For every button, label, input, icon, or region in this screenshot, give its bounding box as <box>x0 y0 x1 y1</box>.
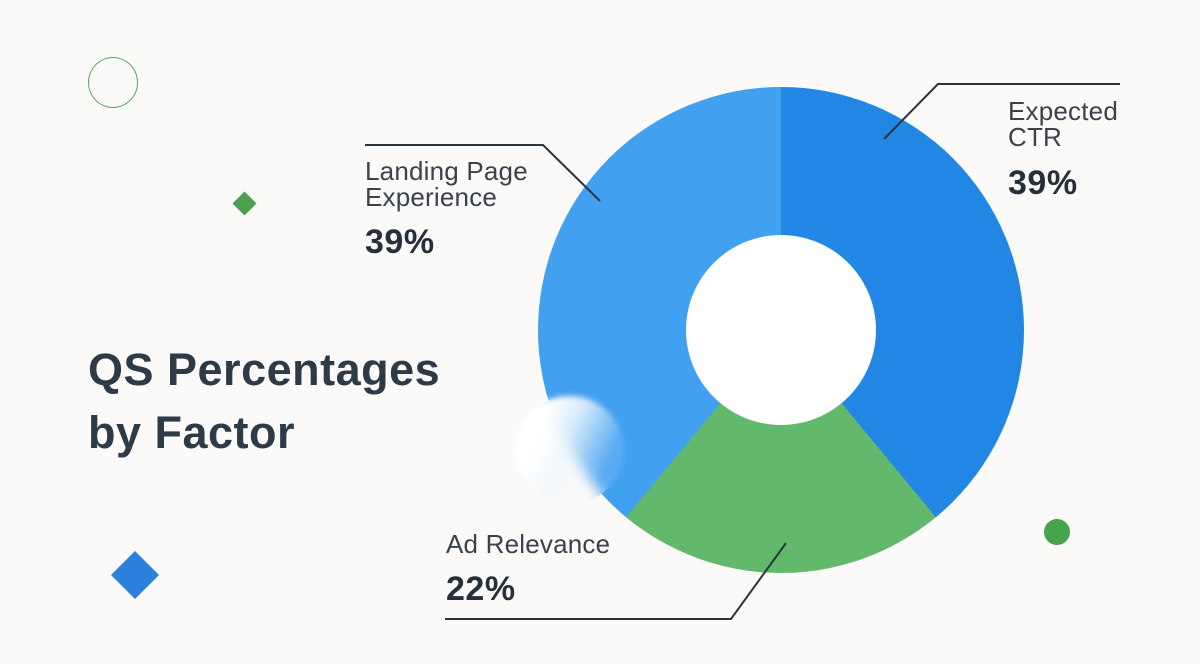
callout-expected-ctr: Expected CTR 39% <box>1008 98 1148 203</box>
callout-expected-ctr-label: Expected CTR <box>1008 96 1119 152</box>
callout-landing-page-label: Landing Page Experience <box>365 156 528 212</box>
green-diamond-icon <box>232 191 257 216</box>
outline-circle-icon <box>88 57 138 108</box>
page-title-line2: by Factor <box>88 407 296 458</box>
callout-landing-page: Landing Page Experience 39% <box>365 158 560 262</box>
callout-ad-relevance-label: Ad Relevance <box>446 529 611 559</box>
donut-hole <box>686 235 876 425</box>
glass-blob-decoration <box>516 396 624 504</box>
callout-expected-ctr-value: 39% <box>1008 164 1078 202</box>
green-dot-icon <box>1044 519 1070 545</box>
blue-diamond-icon <box>110 550 160 600</box>
callout-ad-relevance: Ad Relevance 22% <box>446 531 746 609</box>
page-title-line1: QS Percentages <box>88 344 441 395</box>
page-title: QS Percentages by Factor <box>88 338 440 464</box>
callout-landing-page-value: 39% <box>365 223 435 261</box>
callout-ad-relevance-value: 22% <box>446 570 516 608</box>
donut-chart <box>538 87 1024 573</box>
